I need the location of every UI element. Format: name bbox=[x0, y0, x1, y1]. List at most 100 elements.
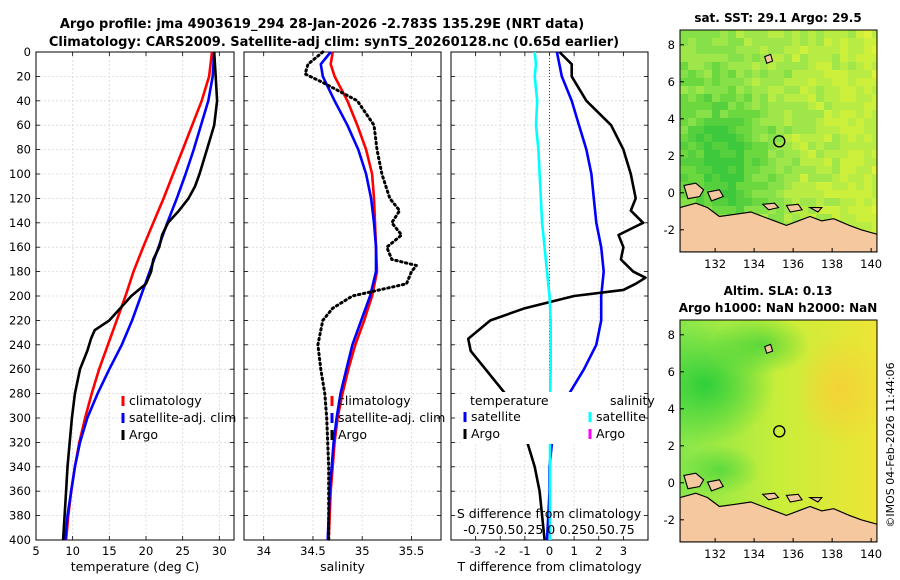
figure-title-line2: Climatology: CARS2009. Satellite-adj cli… bbox=[49, 35, 619, 50]
sst-heatmap-cell bbox=[768, 134, 777, 143]
sst-heatmap-cell bbox=[856, 222, 865, 231]
map-frame bbox=[679, 319, 878, 543]
sst-heatmap-cell bbox=[800, 150, 809, 159]
sst-heatmap-cell bbox=[864, 54, 873, 63]
sst-heatmap-cell bbox=[832, 62, 841, 71]
sst-heatmap-cell bbox=[864, 166, 873, 175]
sst-heatmap-cell bbox=[824, 190, 833, 199]
sst-heatmap-cell bbox=[792, 214, 801, 223]
sst-heatmap-cell bbox=[728, 30, 737, 39]
sst-heatmap-cell bbox=[824, 166, 833, 175]
sst-heatmap-cell bbox=[728, 94, 737, 103]
sst-heatmap-cell bbox=[872, 118, 877, 127]
sst-heatmap-cell bbox=[848, 142, 857, 151]
sst-heatmap-cell bbox=[752, 126, 761, 135]
sst-heatmap-cell bbox=[808, 102, 817, 111]
sst-heatmap-cell bbox=[752, 142, 761, 151]
sst-heatmap-cell bbox=[720, 182, 729, 191]
sst-heatmap-cell bbox=[744, 86, 753, 95]
sst-heatmap-cell bbox=[864, 214, 873, 223]
sla-map-subtitle: Argo h1000: NaN h2000: NaN bbox=[679, 301, 878, 315]
sst-heatmap-cell bbox=[840, 86, 849, 95]
sst-heatmap-cell bbox=[864, 222, 873, 231]
figure-title-line1: Argo profile: jma 4903619_294 28-Jan-202… bbox=[60, 17, 584, 32]
sst-heatmap-cell bbox=[856, 46, 865, 55]
sst-heatmap-cell bbox=[856, 174, 865, 183]
map-y-tick-label: 4 bbox=[668, 402, 675, 416]
sst-heatmap-cell bbox=[696, 78, 705, 87]
sst-heatmap-cell bbox=[680, 110, 689, 119]
sst-heatmap-cell bbox=[768, 46, 777, 55]
sst-heatmap-cell bbox=[792, 38, 801, 47]
difference-panel: -3 -2 -1 0 1 2 3T difference from climatology t… bbox=[450, 51, 655, 574]
map-x-tick-label: 140 bbox=[860, 257, 882, 271]
sst-heatmap-cell bbox=[832, 46, 841, 55]
sst-heatmap-cell bbox=[712, 166, 721, 175]
sst-heatmap-cell bbox=[696, 118, 705, 127]
sst-heatmap-cell bbox=[848, 46, 857, 55]
sst-heatmap-cell bbox=[720, 102, 729, 111]
sst-heatmap-cell bbox=[736, 86, 745, 95]
land-island bbox=[683, 182, 705, 200]
legend-label: climatology bbox=[129, 393, 202, 408]
y-tick-label: 380 bbox=[9, 509, 31, 523]
sst-heatmap-cell bbox=[760, 30, 769, 39]
sst-heatmap-cell bbox=[776, 158, 785, 167]
sst-heatmap-cell bbox=[848, 206, 857, 215]
x-tick-label: -3 bbox=[470, 544, 481, 558]
sst-heatmap-cell bbox=[856, 30, 865, 39]
sst-heatmap-cell bbox=[736, 134, 745, 143]
sst-heatmap-cell bbox=[792, 102, 801, 111]
sst-heatmap-cell bbox=[848, 30, 857, 39]
series-line-argo bbox=[303, 50, 418, 542]
sst-heatmap-cell bbox=[848, 182, 857, 191]
sst-heatmap-cell bbox=[864, 174, 873, 183]
sst-heatmap-cell bbox=[712, 134, 721, 143]
sla-land-mask bbox=[680, 343, 877, 542]
sst-heatmap-cell bbox=[704, 30, 713, 39]
sst-heatmap-cell bbox=[752, 158, 761, 167]
sst-heatmap-cell bbox=[784, 70, 793, 79]
sst-heatmap-cell bbox=[832, 54, 841, 63]
sst-heatmap-cell bbox=[848, 198, 857, 207]
sst-heatmap-cell bbox=[840, 214, 849, 223]
sst-heatmap-cell bbox=[840, 166, 849, 175]
profile-location-marker bbox=[773, 135, 786, 148]
sst-heatmap-cell bbox=[824, 78, 833, 87]
sst-heatmap-cell bbox=[840, 190, 849, 199]
sst-heatmap-cell bbox=[832, 150, 841, 159]
series-line-satellite-adj-clim bbox=[64, 51, 216, 541]
sst-heatmap-cell bbox=[752, 102, 761, 111]
sst-heatmap-cell bbox=[712, 38, 721, 47]
sst-heatmap-cell bbox=[824, 206, 833, 215]
sst-heatmap-cell bbox=[792, 70, 801, 79]
sst-heatmap-cell bbox=[728, 46, 737, 55]
x-tick-label: -2 bbox=[495, 544, 506, 558]
sst-heatmap-cell bbox=[728, 142, 737, 151]
sst-heatmap-cell bbox=[752, 86, 761, 95]
land-island bbox=[785, 493, 804, 503]
sst-heatmap-cell bbox=[776, 150, 785, 159]
sst-heatmap-cell bbox=[824, 126, 833, 135]
map-y-tick-label: -2 bbox=[664, 223, 675, 237]
sst-heatmap-cell bbox=[816, 94, 825, 103]
land-island bbox=[764, 53, 774, 65]
sst-heatmap-cell bbox=[760, 86, 769, 95]
sst-heatmap-cell bbox=[800, 78, 809, 87]
sst-heatmap-cell bbox=[720, 198, 729, 207]
sst-heatmap-cell bbox=[728, 134, 737, 143]
map-y-tick-label: 8 bbox=[668, 38, 675, 52]
sst-heatmap-cell bbox=[688, 134, 697, 143]
sst-heatmap-cell bbox=[728, 182, 737, 191]
sst-heatmap-cell bbox=[760, 94, 769, 103]
sst-heatmap-cell bbox=[744, 206, 753, 215]
y-tick-label: 200 bbox=[9, 289, 31, 303]
sst-heatmap-cell bbox=[728, 70, 737, 79]
sst-heatmap-cell bbox=[720, 86, 729, 95]
sst-heatmap-cell bbox=[872, 150, 877, 159]
land-island bbox=[807, 207, 824, 213]
sst-heatmap-cell bbox=[704, 166, 713, 175]
salinity-panel: 34 34.5 35 35.5 salinity climatology satellite… bbox=[243, 50, 445, 574]
sst-heatmap-cell bbox=[776, 86, 785, 95]
